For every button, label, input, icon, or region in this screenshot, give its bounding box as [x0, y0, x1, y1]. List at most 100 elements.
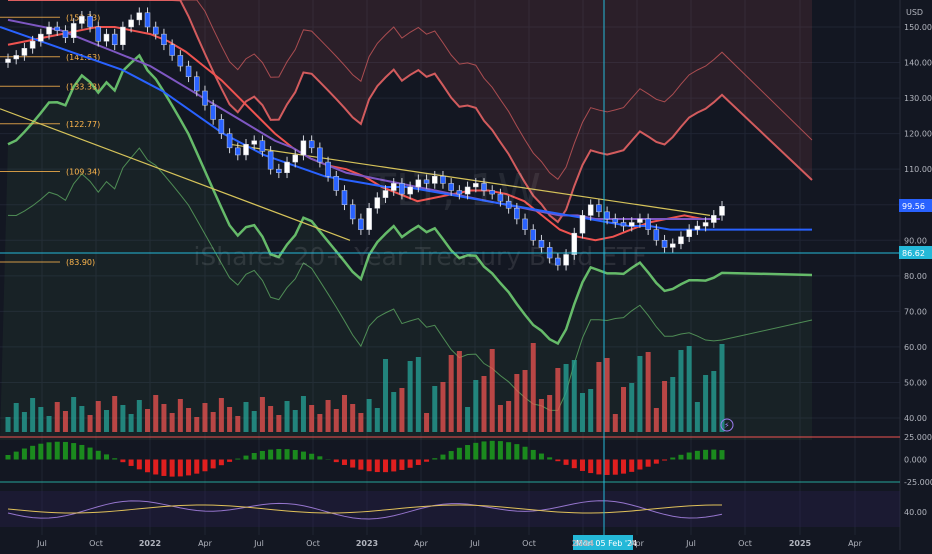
volume-bar: [22, 412, 27, 432]
volume-bar: [621, 387, 626, 432]
price-tick-label: 70.00: [904, 307, 927, 316]
osc-bar: [613, 460, 618, 475]
osc-bar: [129, 460, 134, 466]
price-tick-label: 110.00: [904, 165, 932, 174]
time-tick-label: 2025: [789, 539, 812, 548]
osc-bar: [391, 460, 396, 472]
candle-body: [47, 27, 52, 34]
candle-body: [178, 55, 183, 66]
candle-body: [79, 16, 84, 23]
volume-bar: [711, 371, 716, 432]
volume-bar: [465, 407, 470, 432]
volume-bar: [47, 416, 52, 432]
volume-bar: [309, 405, 314, 432]
osc-bar: [186, 460, 191, 476]
candle-body: [654, 230, 659, 241]
candle-body: [637, 219, 642, 223]
volume-bar: [432, 386, 437, 432]
volume-bar: [260, 397, 265, 432]
candle-body: [317, 148, 322, 162]
volume-bar: [301, 396, 306, 432]
volume-bar: [720, 344, 725, 432]
time-tick-label: Apr: [848, 539, 863, 548]
candle-body: [227, 134, 232, 148]
osc-bar: [514, 444, 519, 459]
candle-body: [276, 169, 281, 173]
volume-bar: [605, 358, 610, 432]
candle-body: [531, 230, 536, 241]
candle-body: [695, 226, 700, 230]
fib-level-label: (83.90): [66, 258, 95, 267]
volume-bar: [687, 346, 692, 432]
candle-body: [580, 215, 585, 233]
volume-bar: [449, 355, 454, 432]
osc-bar: [145, 460, 150, 473]
osc-bar: [621, 460, 626, 474]
time-tick-label: Oct: [89, 539, 103, 548]
candle-body: [596, 205, 601, 212]
volume-bar: [88, 415, 93, 432]
volume-bar: [564, 364, 569, 432]
osc-bar: [202, 460, 207, 472]
candle-body: [588, 205, 593, 216]
osc-bar: [285, 449, 290, 459]
volume-bar: [285, 401, 290, 432]
osc-bar: [342, 460, 347, 465]
volume-bar: [547, 395, 552, 432]
candle-body: [96, 27, 101, 41]
candle-body: [235, 148, 240, 155]
osc-bar: [309, 454, 314, 460]
volume-bar: [194, 417, 199, 432]
osc-bar: [605, 460, 610, 475]
osc-bar: [38, 444, 43, 460]
volume-bar: [514, 374, 519, 432]
time-tick-label: Jul: [685, 539, 696, 548]
osc-bar: [350, 460, 355, 468]
osc-bar: [14, 452, 19, 460]
volume-bar: [161, 404, 166, 432]
rsi-tick-label: 40.00: [904, 508, 927, 517]
price-tick-label: 60.00: [904, 343, 927, 352]
rsi-pane: 40.00: [0, 491, 927, 527]
current-price-label: 99.56: [902, 202, 925, 211]
osc-tick-label: 25.000: [904, 433, 932, 442]
candle-body: [145, 13, 150, 27]
candle-body: [268, 151, 273, 169]
osc-bar: [334, 460, 339, 463]
volume-bar: [186, 408, 191, 432]
volume-bar: [129, 414, 134, 432]
volume-bar: [670, 377, 675, 432]
price-tick-label: 50.00: [904, 378, 927, 387]
candle-body: [646, 219, 651, 230]
price-tick-label: 150.00: [904, 23, 932, 32]
osc-bar: [678, 455, 683, 460]
volume-bar: [317, 414, 322, 432]
osc-bar: [22, 449, 27, 460]
osc-bar: [252, 453, 257, 459]
candle-body: [285, 162, 290, 173]
price-tick-label: 120.00: [904, 130, 932, 139]
time-tick-label: Apr: [198, 539, 213, 548]
osc-bar: [506, 442, 511, 459]
osc-bar: [564, 460, 569, 465]
osc-bar: [317, 456, 322, 459]
osc-bar: [170, 460, 175, 477]
volume-bar: [178, 399, 183, 432]
volume-bar: [523, 370, 528, 432]
volume-bar: [96, 401, 101, 432]
osc-bar: [161, 460, 166, 476]
watermark-ticker: TLT, 1W: [368, 165, 541, 216]
candle-body: [186, 66, 191, 77]
price-tick-label: 130.00: [904, 94, 932, 103]
osc-bar: [367, 460, 372, 472]
osc-bar: [211, 460, 216, 469]
time-tick-label: Apr: [630, 539, 645, 548]
osc-bar: [711, 450, 716, 460]
volume-bar: [137, 400, 142, 432]
osc-bar: [227, 460, 232, 462]
candle-body: [720, 206, 725, 215]
osc-bar: [654, 460, 659, 464]
osc-bar: [531, 450, 536, 460]
